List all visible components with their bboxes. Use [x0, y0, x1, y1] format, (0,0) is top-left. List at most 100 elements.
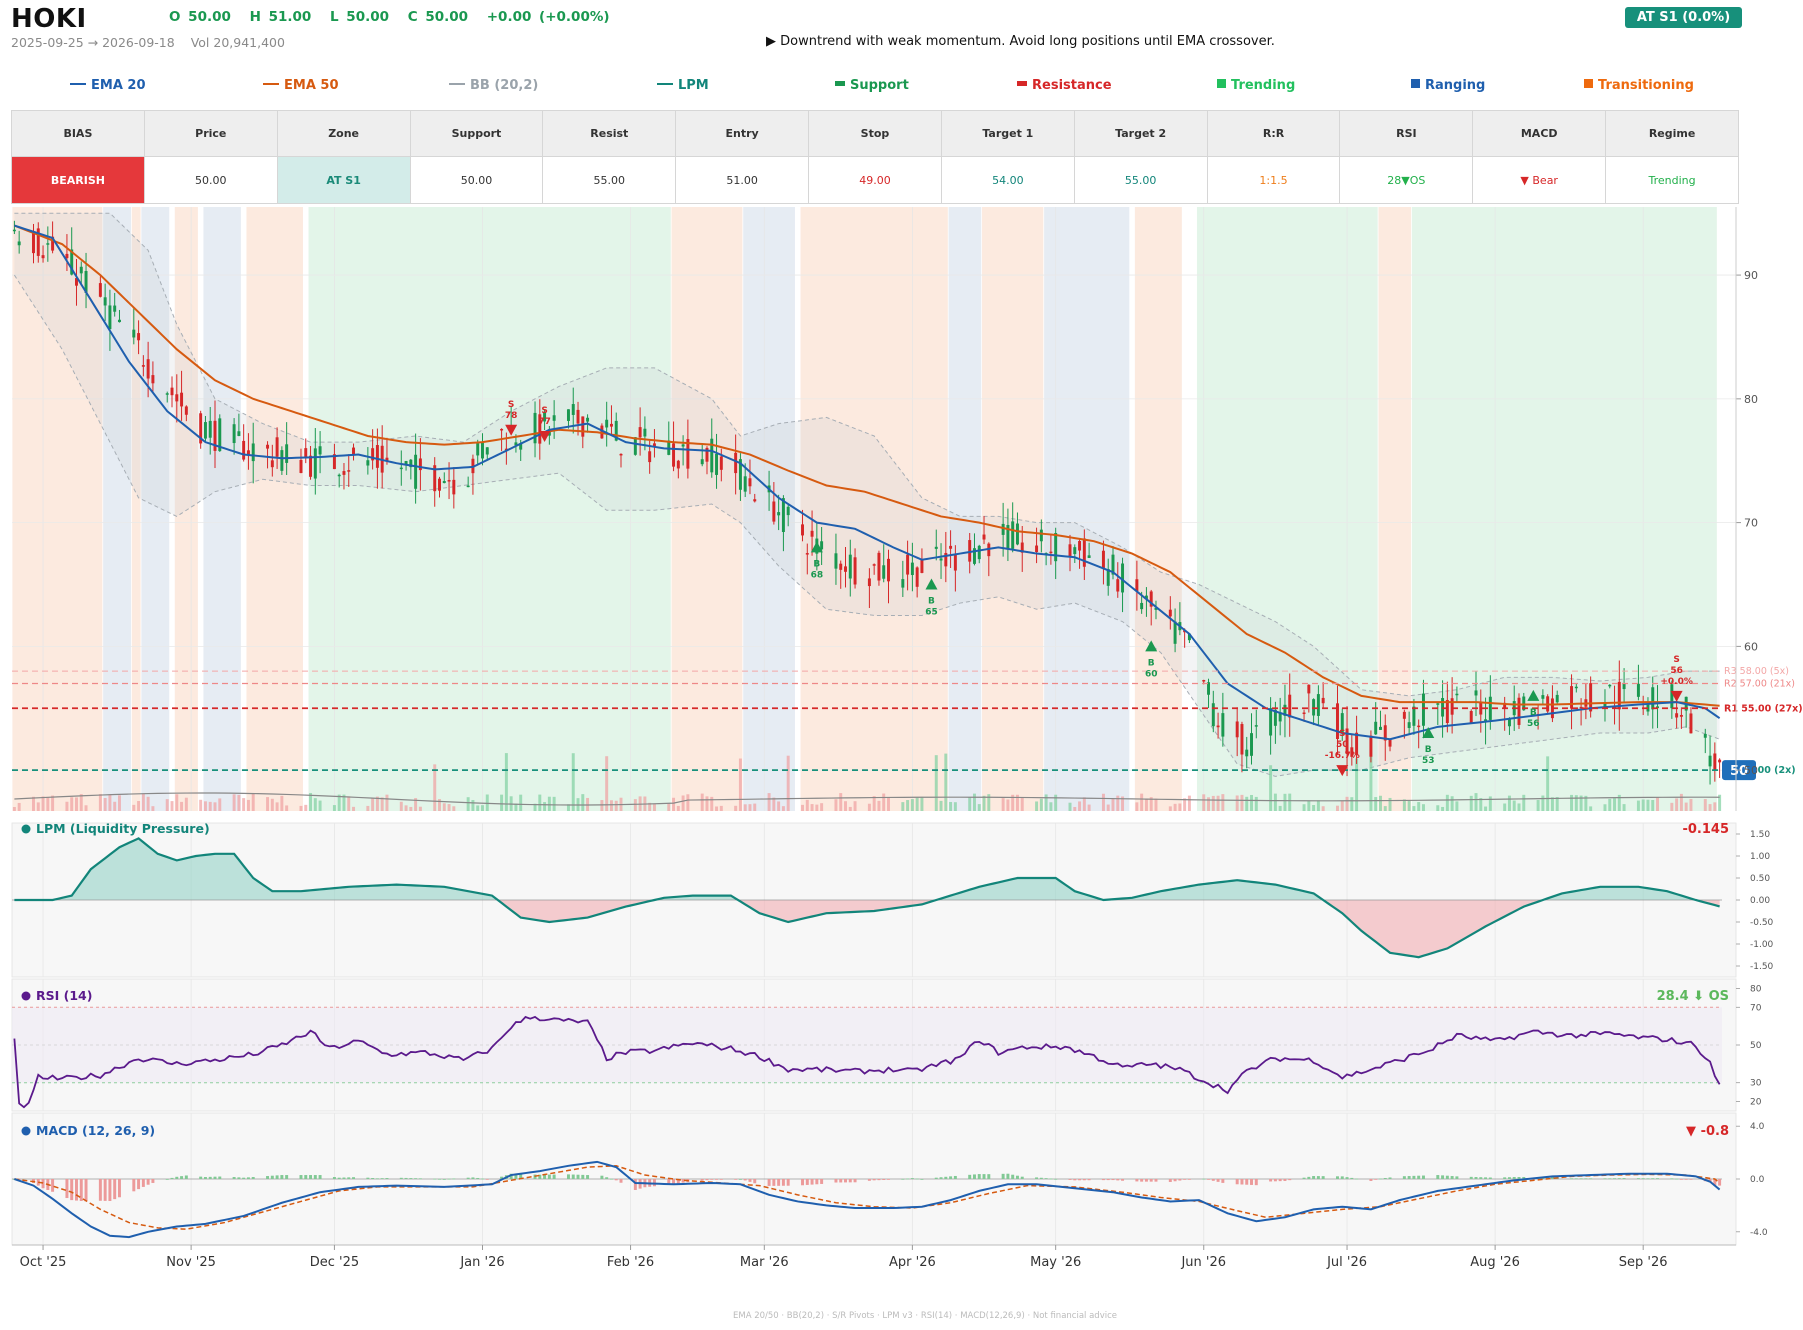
candle-body	[1111, 554, 1115, 575]
candle-body	[1570, 686, 1574, 709]
candle-body	[1412, 706, 1416, 726]
candle-body	[652, 443, 656, 447]
legend-item-bb-20-2[interactable]: BB (20,2)	[449, 78, 538, 93]
candle	[1307, 684, 1311, 713]
macd-histogram-bar	[1087, 1179, 1091, 1181]
macd-histogram-bar	[1679, 1179, 1683, 1180]
macd-histogram-bar	[275, 1175, 279, 1179]
candle	[1068, 534, 1072, 572]
candle	[1216, 712, 1220, 739]
legend-item-ema-50[interactable]: EMA 50	[263, 78, 339, 93]
candle-body	[1149, 591, 1153, 607]
x-tick-label: Jun '26	[1180, 1255, 1226, 1270]
volume-bar	[1216, 795, 1220, 811]
candle	[32, 223, 35, 264]
candle-body	[1211, 703, 1215, 727]
legend-item-lpm[interactable]: LPM	[657, 78, 709, 93]
level-label-r1: R1 55.00 (27x)	[1724, 703, 1803, 714]
candle	[1116, 562, 1120, 598]
candle	[619, 453, 623, 468]
summary-header-entry: Entry	[675, 110, 810, 157]
candle	[304, 438, 308, 464]
volume-bar	[614, 800, 618, 811]
candle-body	[184, 406, 188, 415]
candle-body	[1039, 529, 1043, 542]
macd-histogram-bar	[972, 1174, 976, 1179]
candle-body	[452, 479, 456, 495]
candle	[108, 289, 112, 351]
macd-histogram-bar	[1350, 1177, 1354, 1179]
candle-body	[1288, 694, 1292, 718]
macd-histogram-bar	[552, 1174, 556, 1179]
macd-histogram-bar	[79, 1179, 83, 1201]
macd-histogram-bar	[667, 1179, 671, 1185]
legend-item-ranging[interactable]: Ranging	[1411, 78, 1485, 93]
candle	[180, 370, 184, 421]
macd-histogram-bar	[753, 1179, 757, 1184]
lpm-tick-label: 1.50	[1750, 830, 1770, 840]
candle-body	[1187, 633, 1191, 641]
lpm-title: LPM (Liquidity Pressure)	[36, 821, 210, 836]
legend-item-transitioning[interactable]: Transitioning	[1584, 78, 1694, 93]
volume-bar	[371, 798, 375, 811]
macd-histogram-bar	[1111, 1179, 1115, 1181]
volume-bar	[1589, 806, 1593, 811]
candle-body	[934, 546, 938, 549]
summary-header-r-r: R:R	[1206, 110, 1341, 157]
volume-bar	[1636, 800, 1640, 811]
macd-histogram-bar	[910, 1178, 914, 1179]
marker-label: 68	[811, 570, 824, 580]
stock-chart[interactable]: R3 58.00 (5x) R2 57.00 (21x) R1 55.00 (27x…	[0, 205, 1803, 1305]
macd-histogram-bar	[605, 1177, 609, 1179]
volume-bar	[1183, 798, 1187, 811]
volume-bar	[1283, 793, 1287, 811]
candle	[1388, 739, 1392, 752]
volume-bar	[609, 800, 613, 811]
volume-bar	[1675, 798, 1679, 811]
legend-item-trending[interactable]: Trending	[1217, 78, 1295, 93]
volume-bar	[1421, 804, 1425, 811]
macd-histogram-bar	[781, 1179, 785, 1186]
volume-bar	[820, 803, 824, 811]
candle-body	[1474, 690, 1478, 696]
candle	[117, 309, 121, 323]
legend-item-resistance[interactable]: Resistance	[1017, 78, 1112, 93]
volume-bar	[1651, 800, 1655, 811]
buy-arrow-icon	[810, 541, 823, 553]
volume-bar	[538, 794, 542, 811]
candle	[1517, 693, 1521, 729]
candle-body	[867, 578, 871, 587]
candle-body	[438, 478, 441, 491]
candle-body	[1689, 713, 1693, 734]
macd-histogram-bar	[681, 1179, 685, 1183]
macd-histogram-bar	[1550, 1177, 1554, 1179]
candle-body	[1035, 545, 1039, 553]
marker-label: 56	[1527, 719, 1540, 729]
macd-histogram-bar	[543, 1174, 547, 1179]
marker-label: 77	[538, 417, 551, 427]
candle	[968, 533, 972, 574]
legend-item-support[interactable]: Support	[835, 78, 909, 93]
candle-body	[1020, 542, 1024, 553]
candle-body	[366, 460, 370, 466]
macd-histogram-bar	[853, 1179, 857, 1183]
volume-bar	[715, 806, 719, 811]
volume-bar	[844, 801, 847, 811]
macd-histogram-bar	[213, 1176, 217, 1179]
regime-band-transitioning	[1378, 207, 1412, 811]
volume-bar	[12, 806, 16, 811]
volume-bar	[170, 801, 174, 811]
candle-body	[1708, 755, 1712, 767]
macd-histogram-bar	[1121, 1179, 1125, 1181]
candle-body	[877, 552, 881, 581]
macd-histogram-bar	[1278, 1179, 1282, 1182]
volume-bar	[103, 797, 107, 811]
macd-histogram-bar	[538, 1174, 542, 1179]
candle	[318, 431, 322, 474]
buy-arrow-icon	[925, 578, 938, 590]
candle	[810, 510, 814, 556]
regime-band-transitioning	[800, 207, 948, 811]
candle	[552, 400, 556, 439]
volume-bar	[218, 798, 222, 811]
legend-item-ema-20[interactable]: EMA 20	[70, 78, 146, 93]
